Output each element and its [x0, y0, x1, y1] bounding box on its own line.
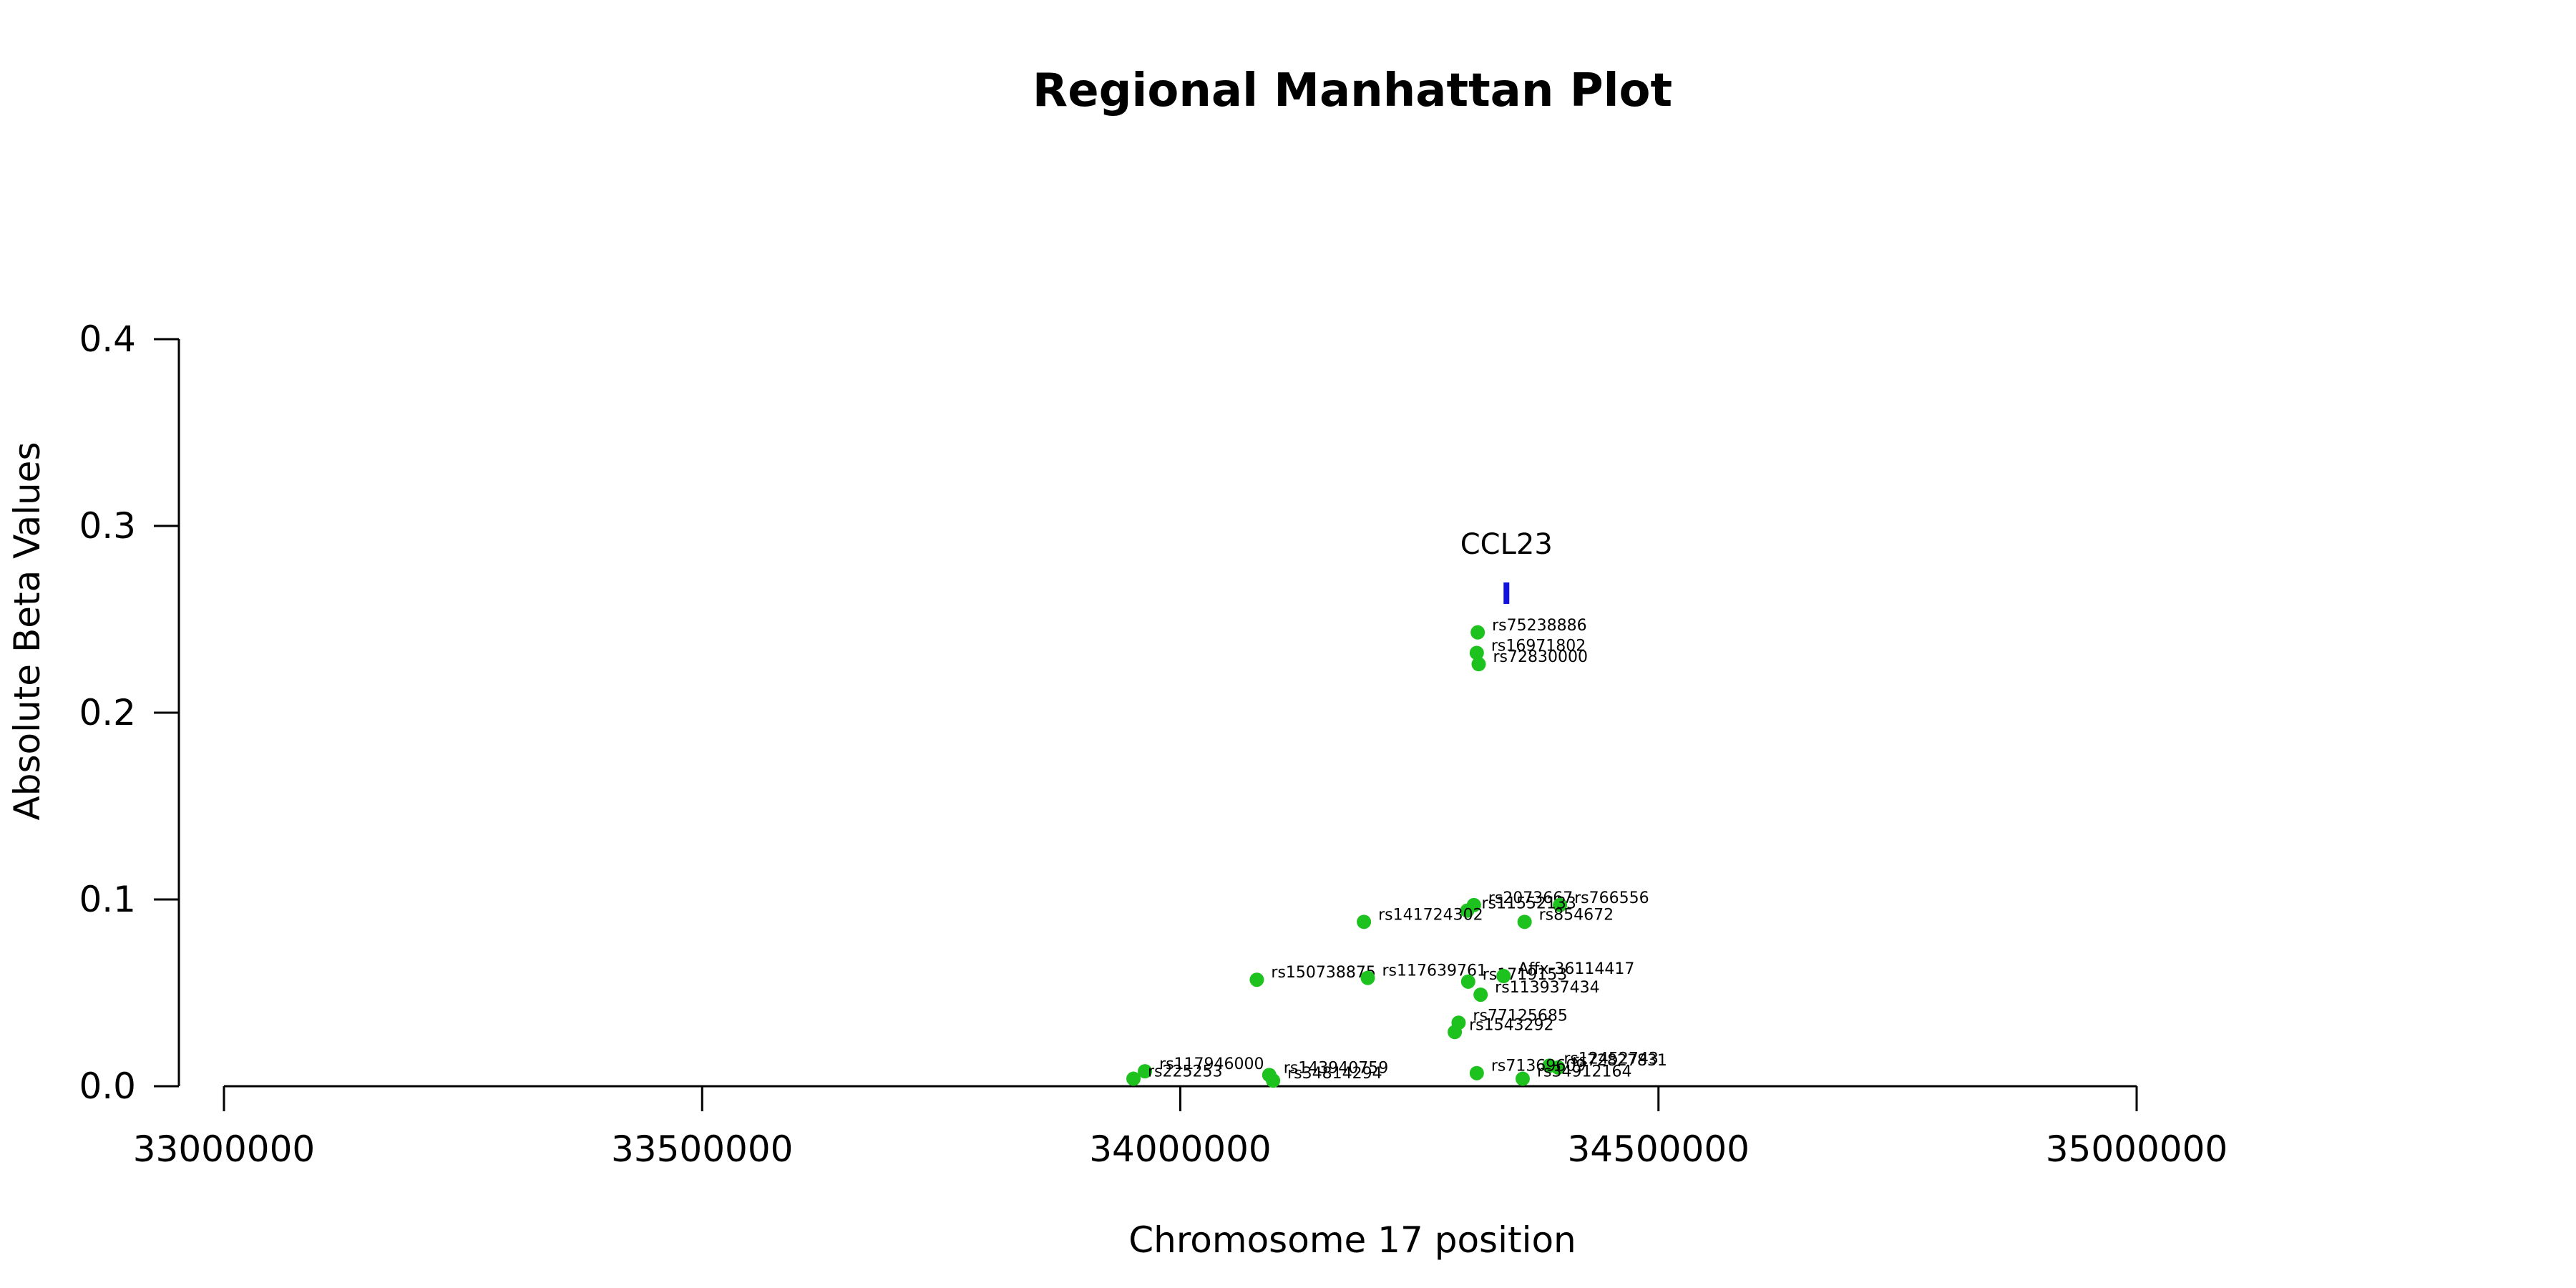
snp-label: rs854672: [1539, 906, 1614, 924]
gene-label: CCL23: [1460, 528, 1553, 561]
snp-point: [1469, 1065, 1484, 1080]
snp-point: [1448, 1025, 1463, 1040]
snp-label: rs143940759: [1284, 1059, 1388, 1077]
snp-point: [1460, 903, 1475, 918]
snp-point: [1470, 625, 1485, 640]
snp-point: [1357, 914, 1372, 930]
snp-label: rs34814294: [1287, 1065, 1382, 1083]
snp-point: [1551, 1060, 1566, 1075]
snp-label: rs113937434: [1495, 979, 1599, 997]
snp-label: rs12452743: [1563, 1050, 1658, 1068]
x-tick-label: 35000000: [2046, 1128, 2228, 1170]
snp-label: rs766556: [1574, 889, 1649, 907]
y-tick-label: 0.3: [79, 505, 136, 547]
snp-label: rs150738875: [1271, 964, 1375, 982]
y-tick-label: 0.2: [79, 692, 136, 733]
snp-label: rs117946000: [1159, 1055, 1264, 1073]
x-axis-label: Chromosome 17 position: [1128, 1219, 1576, 1261]
snp-point: [1517, 914, 1532, 930]
y-tick-label: 0.0: [79, 1065, 136, 1107]
snp-point: [1249, 972, 1264, 987]
snp-point: [1496, 969, 1511, 984]
gene-marker: [1503, 582, 1510, 604]
snp-label: rs71369609: [1491, 1058, 1586, 1075]
snp-point: [1473, 987, 1488, 1002]
snp-label: rs225253: [1148, 1063, 1223, 1081]
snp-label: rs11552133: [1481, 895, 1576, 913]
snp-point: [1471, 657, 1486, 672]
snp-label: rs34912164: [1537, 1063, 1631, 1081]
snp-label: rs72827831: [1572, 1052, 1667, 1070]
y-tick-label: 0.4: [79, 318, 136, 360]
snp-point: [1266, 1073, 1281, 1088]
x-tick-label: 33000000: [133, 1128, 316, 1170]
x-tick-label: 34500000: [1568, 1128, 1750, 1170]
y-axis-label: Absolute Beta Values: [6, 442, 48, 821]
chart-title: Regional Manhattan Plot: [1033, 64, 1672, 117]
snp-point: [1126, 1071, 1141, 1086]
snp-label: rs1543292: [1469, 1016, 1554, 1034]
gene-layer: CCL23: [1460, 528, 1553, 604]
x-tick-label: 34000000: [1089, 1128, 1272, 1170]
snp-label: Affx-36114417: [1518, 960, 1634, 978]
y-axis: 0.0 0.1 0.2 0.3 0.4: [79, 318, 180, 1107]
snp-point: [1553, 897, 1568, 912]
snp-point: [1515, 1071, 1530, 1086]
snp-label: rs16971802: [1491, 637, 1586, 655]
snp-point: [1469, 645, 1484, 660]
x-tick-label: 33500000: [611, 1128, 794, 1170]
snp-point: [1138, 1064, 1153, 1079]
snp-point: [1460, 974, 1475, 989]
y-tick-label: 0.1: [79, 879, 136, 920]
x-axis: 33000000 33500000 34000000 34500000 35000000: [133, 1085, 2228, 1170]
snp-label: rs75238886: [1492, 617, 1586, 635]
snp-label: rs77125685: [1473, 1007, 1567, 1025]
snp-label: rs141724302: [1378, 906, 1483, 924]
snp-point: [1360, 970, 1375, 985]
snp-label: rs72830000: [1493, 648, 1587, 666]
